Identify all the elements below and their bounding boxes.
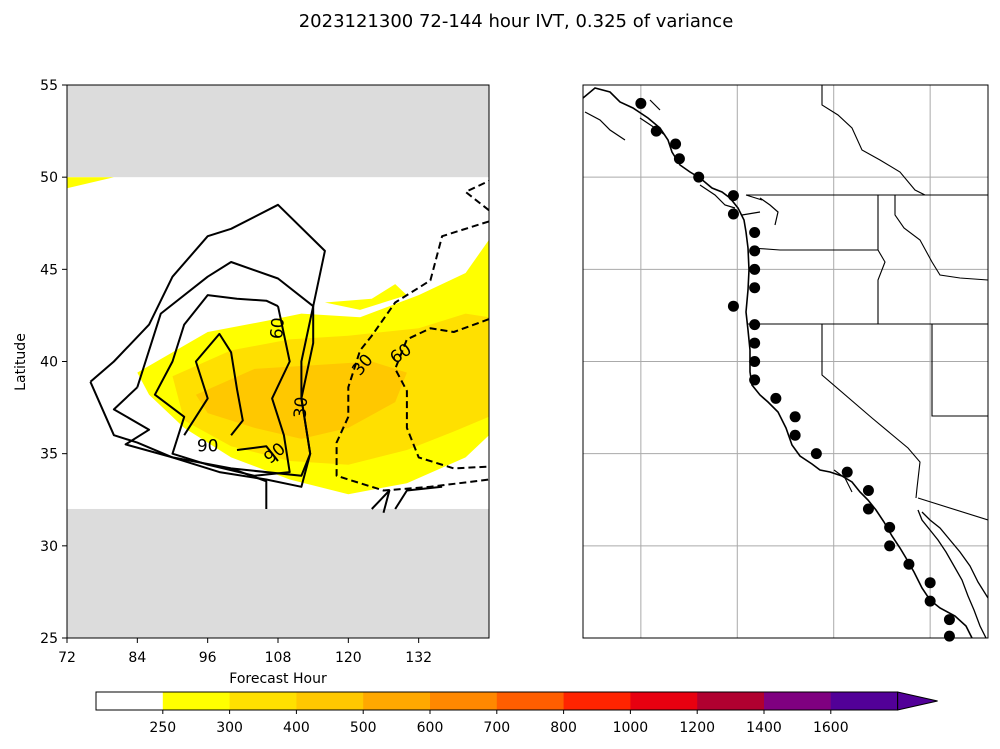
track-point [884,521,896,533]
track-point [693,171,705,183]
filled-contour-250-0 [67,177,114,189]
storm-track-points [635,97,955,642]
track-point [789,429,801,441]
track-point [943,614,955,626]
colorbar-segment [430,692,498,710]
track-point [862,485,874,497]
colorbar-segment [363,692,431,710]
x-axis-ticks: 72 84 96 108 120 132 [58,638,432,666]
contour-label: 90 [197,436,219,456]
colorbar-tick-label: 300 [216,720,243,736]
track-point [862,503,874,515]
figure-title: 2023121300 72-144 hour IVT, 0.325 of var… [299,11,734,32]
track-point [884,540,896,552]
x-axis-label: Forecast Hour [229,671,327,687]
x-tick-label: 120 [335,650,362,666]
colorbar-tick-label: 250 [149,720,176,736]
track-point [749,226,761,238]
y-axis-label: Latitude [13,333,29,391]
track-point [650,125,662,137]
y-tick-label: 45 [40,262,58,278]
map-panel [582,84,989,642]
track-point [673,153,685,165]
track-point [749,319,761,331]
x-tick-label: 96 [199,650,217,666]
colorbar-tick-label: 700 [483,720,510,736]
contour-line-30-dashed-9 [335,220,490,492]
colorbar-tick-label: 500 [350,720,377,736]
track-point [749,263,761,275]
colorbar-tick-label: 1400 [746,720,782,736]
y-tick-label: 50 [40,170,58,186]
colorbar-segment [563,692,631,710]
state-borders [745,85,988,521]
contour-label: 60 [267,317,289,340]
colorbar-tick-label: 1600 [813,720,849,736]
y-tick-label: 55 [40,78,58,94]
contour-label: 30 [291,396,313,419]
contour-line-60-dashed-8 [394,318,490,470]
colorbar-tick-label: 400 [283,720,310,736]
colorbar: 250 300 400 500 600 700 800 1000 1200 1400 1600 [95,691,938,736]
colorbar-segment [296,692,364,710]
track-point [670,138,682,150]
colorbar-segment [630,692,698,710]
y-axis-ticks: 25 30 35 40 45 50 55 [40,78,67,647]
colorbar-tick-label: 1200 [679,720,715,736]
gulf-of-california-coast [917,509,988,638]
ivt-filled-contours [67,85,490,638]
track-point [749,282,761,294]
colorbar-tick-label: 1000 [613,720,649,736]
track-point [727,208,739,220]
y-tick-label: 30 [40,539,58,555]
filled-contour-250-2 [324,284,407,310]
colorbar-segment [229,692,297,710]
contour-line-90-solid-1 [236,445,279,462]
colorbar-segment [96,692,164,710]
contour-line-30-solid-7 [394,485,443,510]
colorbar-extend-arrow [897,691,938,711]
x-tick-label: 72 [58,650,76,666]
track-point [789,411,801,423]
track-point [924,577,936,589]
colorbar-segment [496,692,565,710]
track-point [943,630,955,642]
colorbar-segment [697,692,765,710]
colorbar-segment [830,692,899,710]
track-point [635,97,647,109]
track-point [749,337,761,349]
colorbar-tick-label: 800 [550,720,577,736]
contour-line-60-dashed-10 [464,179,490,212]
track-point [727,300,739,312]
masked-region-north [67,85,489,178]
track-point [727,190,739,202]
y-tick-label: 25 [40,631,58,647]
y-tick-label: 35 [40,447,58,463]
colorbar-segment [764,692,832,710]
map-graticule [583,85,988,638]
masked-region-south [67,508,489,638]
track-point [903,558,915,570]
ivt-contour-lines [89,179,490,513]
contour-line-30-solid-5 [230,467,268,509]
track-point [770,392,782,404]
x-tick-label: 132 [405,650,432,666]
track-point [810,448,822,460]
contour-line-60-solid-2 [153,294,291,477]
track-point [841,466,853,478]
x-tick-label: 84 [128,650,146,666]
colorbar-tick-label: 600 [417,720,444,736]
track-point [924,595,936,607]
track-point [749,374,761,386]
colorbar-segment [162,692,231,710]
x-tick-label: 108 [265,650,292,666]
y-tick-label: 40 [40,355,58,371]
map-frame [582,84,989,639]
track-point [749,356,761,367]
track-point [749,245,761,257]
contour-line-90-solid-0 [183,332,244,436]
contour-line-30-solid-4 [89,203,326,477]
